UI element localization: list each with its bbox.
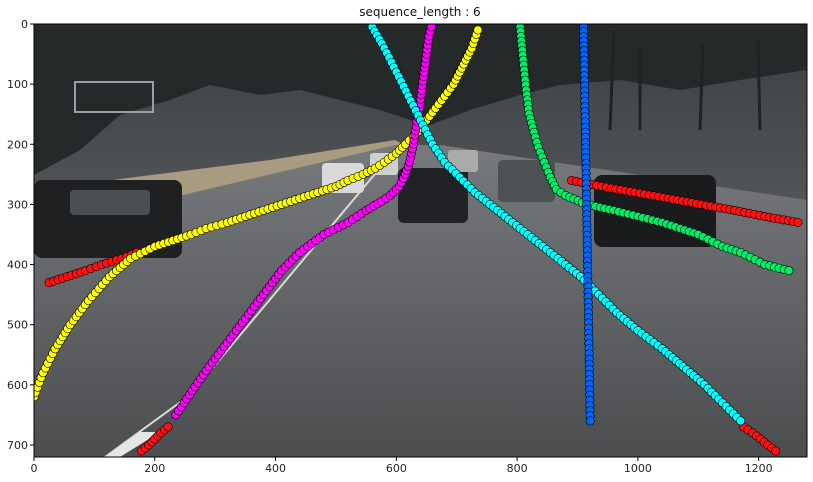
trajectory-point xyxy=(163,422,173,432)
y-tick-label: 700 xyxy=(7,439,28,452)
y-tick-label: 500 xyxy=(7,319,28,332)
trajectory-point xyxy=(736,416,746,426)
x-tick-label: 400 xyxy=(265,462,286,475)
y-tick-label: 0 xyxy=(21,18,28,31)
trajectory-marks xyxy=(34,24,803,456)
plot-frame xyxy=(33,23,808,458)
trajectory-point xyxy=(784,266,794,276)
y-axis: 0 100 200 300 400 500 600 700 xyxy=(7,18,34,452)
trajectory-point xyxy=(473,25,483,35)
trajectory-1 xyxy=(44,248,142,288)
x-tick-label: 800 xyxy=(507,462,528,475)
plot-area xyxy=(34,24,807,457)
x-tick-label: 200 xyxy=(144,462,165,475)
x-tick-label: 0 xyxy=(31,462,38,475)
trajectory-8 xyxy=(579,24,595,426)
trajectory-4 xyxy=(34,25,483,402)
x-axis: 0 200 400 600 800 1000 1200 xyxy=(31,457,773,475)
trajectory-point xyxy=(771,446,781,456)
x-tick-label: 1000 xyxy=(624,462,652,475)
x-tick-label: 1200 xyxy=(745,462,773,475)
trajectory-point xyxy=(793,218,803,228)
chart-title: sequence_length : 6 xyxy=(359,5,480,19)
trajectory-point xyxy=(585,416,595,426)
trajectory-0 xyxy=(137,422,173,456)
trajectory-point xyxy=(426,24,436,32)
trajectory-7 xyxy=(515,24,794,276)
y-tick-label: 600 xyxy=(7,379,28,392)
trajectory-6 xyxy=(367,24,746,426)
x-tick-label: 600 xyxy=(386,462,407,475)
y-tick-label: 400 xyxy=(7,259,28,272)
y-tick-label: 200 xyxy=(7,138,28,151)
y-tick-label: 100 xyxy=(7,78,28,91)
y-tick-label: 300 xyxy=(7,198,28,211)
car-ahead xyxy=(398,168,468,223)
trajectory-5 xyxy=(171,24,436,420)
